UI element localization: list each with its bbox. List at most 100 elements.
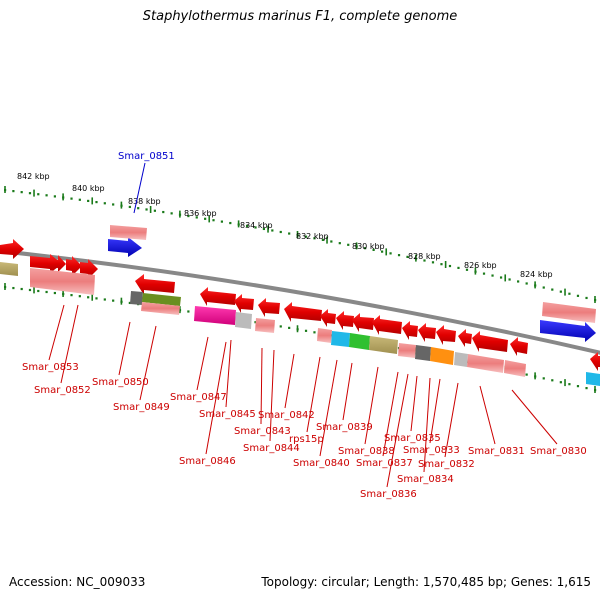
gene-label[interactable]: Smar_0833 [403, 445, 460, 456]
gene-label[interactable]: rps15p [289, 434, 324, 445]
label-leader-line [364, 366, 379, 445]
gene-box[interactable] [142, 293, 181, 306]
map-title: Staphylothermus marinus F1, complete gen… [142, 9, 458, 24]
top-strand-genes [0, 225, 147, 295]
label-leader-line [284, 353, 295, 409]
gene-box[interactable] [398, 343, 416, 358]
gene-arrow[interactable] [30, 254, 62, 273]
gene-box[interactable] [30, 268, 95, 295]
label-leader-line [60, 304, 79, 384]
gene-label[interactable]: Smar_0834 [397, 474, 454, 485]
gene-label[interactable]: Smar_0853 [22, 362, 79, 373]
gene-label[interactable]: Smar_0849 [113, 402, 170, 413]
ruler-tick-label: 836 kbp [184, 209, 217, 218]
gene-label[interactable]: Smar_0835 [384, 433, 441, 444]
gene-label[interactable]: Smar_0840 [293, 458, 350, 469]
label-leader-line [133, 162, 146, 214]
gene-arrow[interactable] [200, 287, 236, 306]
gene-box[interactable] [255, 318, 275, 333]
gene-box[interactable] [586, 372, 600, 386]
gene-label[interactable]: Smar_0851 [118, 151, 175, 162]
label-leader-line [196, 336, 209, 391]
gene-label[interactable]: Smar_0845 [199, 409, 256, 420]
label-leader-line [139, 325, 157, 401]
gene-arrow[interactable] [472, 331, 508, 352]
gene-arrow[interactable] [372, 315, 402, 335]
label-leader-line [429, 378, 441, 444]
label-leader-line [342, 362, 353, 421]
gene-arrow[interactable] [258, 298, 280, 317]
gene-arrow[interactable] [352, 313, 374, 332]
gene-label[interactable]: Smar_0838 [338, 446, 395, 457]
gene-box[interactable] [235, 312, 252, 329]
ruler-tick-label: 826 kbp [464, 261, 497, 270]
gene-box[interactable] [349, 333, 370, 350]
gene-box[interactable] [467, 354, 504, 373]
gene-box[interactable] [430, 347, 454, 365]
gene-arrow[interactable] [135, 274, 175, 295]
gene-box[interactable] [331, 331, 350, 347]
gene-box[interactable] [504, 360, 526, 377]
label-leader-line [306, 356, 321, 433]
gene-box[interactable] [542, 302, 596, 323]
gene-arrow[interactable] [418, 323, 436, 342]
gene-label[interactable]: Smar_0852 [34, 385, 91, 396]
gene-label[interactable]: Smar_0830 [530, 446, 587, 457]
gene-arrow[interactable] [458, 329, 472, 347]
label-leader-lines [48, 162, 558, 488]
gene-label[interactable]: Smar_0832 [418, 459, 475, 470]
gene-box[interactable] [454, 352, 468, 367]
label-leader-line [225, 339, 232, 408]
gene-arrow[interactable] [48, 255, 66, 272]
gene-box[interactable] [415, 345, 431, 361]
gene-arrow[interactable] [590, 352, 600, 371]
gene-label[interactable]: Smar_0831 [468, 446, 525, 457]
gene-label[interactable]: Smar_0837 [356, 458, 413, 469]
gene-arrow[interactable] [510, 337, 528, 356]
gene-label[interactable]: Smar_0836 [360, 489, 417, 500]
label-leader-line [118, 321, 131, 376]
label-leader-line [260, 347, 263, 425]
label-leader-line [382, 371, 399, 457]
gene-arrow-smar-0851[interactable] [108, 237, 142, 257]
gene-arrow[interactable] [80, 259, 98, 279]
gene-arrow[interactable] [540, 320, 596, 342]
gene-arrow[interactable] [66, 256, 82, 276]
gene-box[interactable] [194, 306, 236, 325]
gene-box[interactable] [317, 328, 332, 343]
label-leader-line [205, 341, 227, 455]
accession-label: Accession: NC_009033 [9, 575, 146, 589]
gene-label[interactable]: Smar_0844 [243, 443, 300, 454]
label-leader-line [386, 373, 409, 488]
gene-box[interactable] [0, 262, 18, 276]
ruler-tick-label: 830 kbp [352, 242, 385, 251]
gene-arrow[interactable] [234, 294, 254, 313]
gene-box[interactable] [141, 302, 180, 315]
lower-genes [130, 274, 600, 386]
gene-arrow[interactable] [436, 325, 456, 345]
gene-box[interactable] [369, 336, 398, 354]
gene-label[interactable]: Smar_0850 [92, 377, 149, 388]
ruler-tick-label: 834 kbp [240, 221, 273, 230]
label-leader-line [48, 304, 65, 361]
gene-box[interactable] [110, 225, 147, 240]
gene-box[interactable] [130, 291, 143, 305]
gene-label[interactable]: Smar_0842 [258, 410, 315, 421]
gene-arrow[interactable] [0, 239, 24, 259]
label-leader-line [423, 377, 431, 473]
gene-arrow[interactable] [402, 321, 418, 340]
gene-label[interactable]: Smar_0846 [179, 456, 236, 467]
ruler-tick-label: 842 kbp [17, 172, 50, 181]
gene-arrow[interactable] [284, 302, 322, 322]
ruler-tick-label: 840 kbp [72, 184, 105, 193]
label-leader-line [444, 382, 459, 458]
gene-arrow[interactable] [336, 311, 354, 330]
gene-label[interactable]: Smar_0843 [234, 426, 291, 437]
gene-label[interactable]: Smar_0847 [170, 392, 227, 403]
ruler-tick-label: 832 kbp [296, 232, 329, 241]
gene-arrow[interactable] [320, 309, 336, 327]
gene-label[interactable]: Smar_0839 [316, 422, 373, 433]
genome-summary: Topology: circular; Length: 1,570,485 bp… [261, 575, 591, 589]
